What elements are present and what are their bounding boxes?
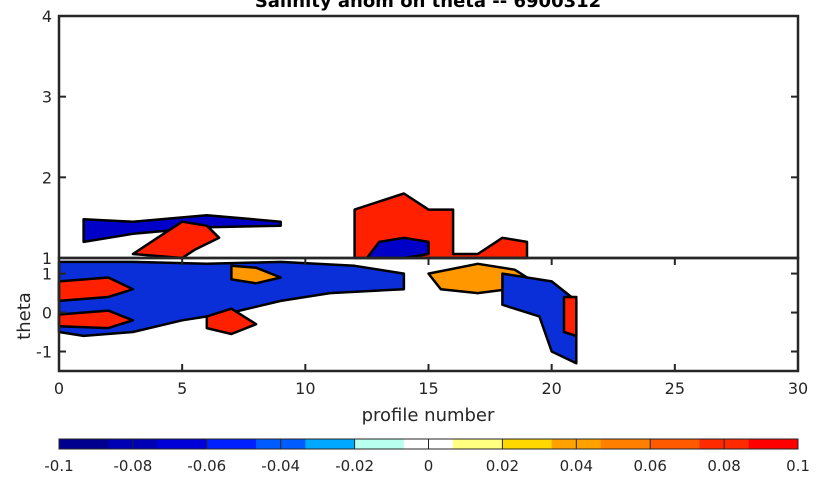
bottom-axes: 0 5 10 15 20 25 30-101	[36, 256, 808, 398]
colorbar-segment	[502, 439, 553, 449]
colorbar-tick-label: -0.08	[113, 457, 152, 475]
colorbar-tick-label: 0.06	[633, 457, 666, 475]
y-tick-label: 0	[42, 304, 52, 323]
colorbar-tick-label: -0.1	[44, 457, 73, 475]
colorbar-segment	[59, 439, 109, 449]
colorbar-tick-label: 0	[424, 457, 434, 475]
x-tick-label: 20	[541, 379, 561, 398]
colorbar-segment	[453, 439, 503, 449]
y-tick-label: 2	[42, 168, 52, 187]
x-tick-label: 10	[295, 379, 315, 398]
colorbar-segment	[206, 439, 257, 449]
colorbar-tick-label: 0.08	[707, 457, 740, 475]
colorbar-tick-label: 0.04	[560, 457, 593, 475]
x-tick-label: 30	[788, 379, 808, 398]
x-tick-label: 5	[177, 379, 187, 398]
colorbar-tick-label: -0.04	[261, 457, 300, 475]
colorbar-tick-label: 0.02	[486, 457, 519, 475]
y-tick-label: 3	[42, 88, 52, 107]
top-axes: 1 2 3 4	[42, 7, 800, 268]
colorbar-segment	[650, 439, 700, 449]
colorbar: -0.1 -0.08 -0.06 -0.04 -0.02 0 0.02 0.04 0.06 0.0…	[44, 438, 810, 475]
colorbar-tick-label: 0.1	[786, 457, 810, 475]
colorbar-segment	[748, 439, 799, 449]
contour-region	[57, 260, 406, 338]
colorbar-segment	[305, 439, 356, 449]
y-tick-label: 4	[42, 7, 52, 26]
y-tick-label: -1	[36, 343, 52, 362]
chart-title: Salinity anom on theta -- 6900312	[255, 0, 601, 12]
contour-region	[562, 295, 578, 338]
contour-region	[501, 272, 578, 365]
contour-region	[230, 264, 282, 285]
x-tick-label: 0	[54, 379, 64, 398]
y-tick-label: 1	[42, 265, 52, 284]
colorbar-segment	[157, 439, 208, 449]
colorbar-tick-label: -0.06	[187, 457, 226, 475]
colorbar-tick-label: -0.02	[335, 457, 374, 475]
x-tick-label: 15	[418, 379, 438, 398]
colorbar-segment	[600, 439, 651, 449]
contour-region	[205, 307, 258, 336]
y-tick-label: 1	[42, 249, 52, 268]
colorbar-segment	[354, 439, 405, 449]
x-tick-label: 25	[665, 379, 685, 398]
x-axis-label: profile number	[362, 405, 495, 426]
contour-region	[131, 220, 221, 260]
y-axis-label: theta	[14, 292, 35, 340]
